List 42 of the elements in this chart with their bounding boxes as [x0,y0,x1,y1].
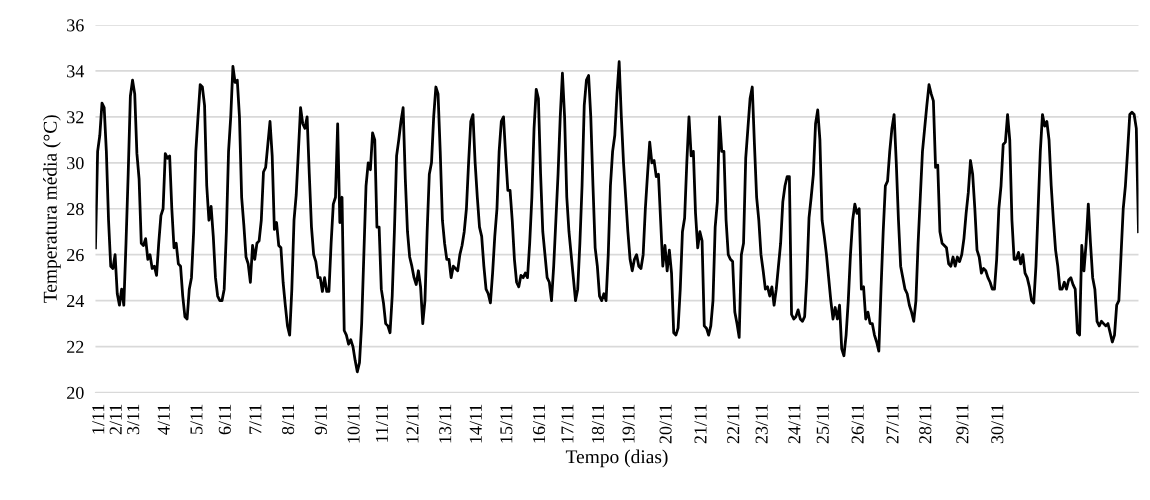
y-tick-label: 20 [67,386,84,399]
x-tick-label: 14/11 [469,404,482,443]
x-tick-label: 18/11 [591,404,605,443]
x-tick-label: 12/11 [406,404,419,443]
x-axis-title: Tempo (dias) [565,449,668,468]
x-tick-label: 28/11 [919,404,932,444]
x-tick-label: 7/11 [249,404,262,434]
x-tick-label: 23/11 [755,404,768,444]
x-tick-label: 11/11 [375,404,389,442]
x-tick-label: 22/11 [727,404,740,444]
x-tick-label: 21/11 [694,404,707,444]
x-tick-label: 25/11 [816,404,829,444]
x-tick-label: 13/11 [439,404,452,443]
y-tick-label: 28 [67,203,84,216]
y-tick-label: 24 [67,294,85,307]
x-tick-label: 16/11 [532,404,546,443]
x-tick-label: 2/11 [109,404,122,435]
x-tick-label: 15/11 [500,404,513,443]
x-tick-label: 24/11 [788,404,801,444]
x-tick-label: 19/11 [622,404,635,443]
x-tick-label: 9/11 [314,404,327,435]
y-tick-label: 26 [67,249,84,262]
line-series [95,60,1139,374]
x-tick-label: 30/11 [991,404,1004,444]
y-tick-label: 32 [67,111,84,124]
x-tick-label: 27/11 [886,404,899,444]
x-tick-label: 6/11 [218,404,231,435]
x-tick-label: 26/11 [851,404,864,444]
y-tick-label: 36 [67,19,84,32]
y-axis-title: Temperatura média (°C) [43,115,61,303]
y-tick-label: 34 [67,65,85,78]
y-tick-label: 22 [67,340,84,353]
x-tick-label: 29/11 [956,404,969,444]
x-tick-label: 17/11 [561,404,574,443]
x-tick-label: 4/11 [157,404,170,435]
y-tick-label: 30 [67,157,84,170]
x-tick-label: 20/11 [659,404,672,444]
x-tick-label: 5/11 [190,404,203,434]
x-tick-label: 3/11 [127,404,140,435]
x-tick-label: 8/11 [281,404,295,435]
x-tick-label: 1/11 [92,404,105,434]
x-tick-label: 10/11 [347,404,360,443]
